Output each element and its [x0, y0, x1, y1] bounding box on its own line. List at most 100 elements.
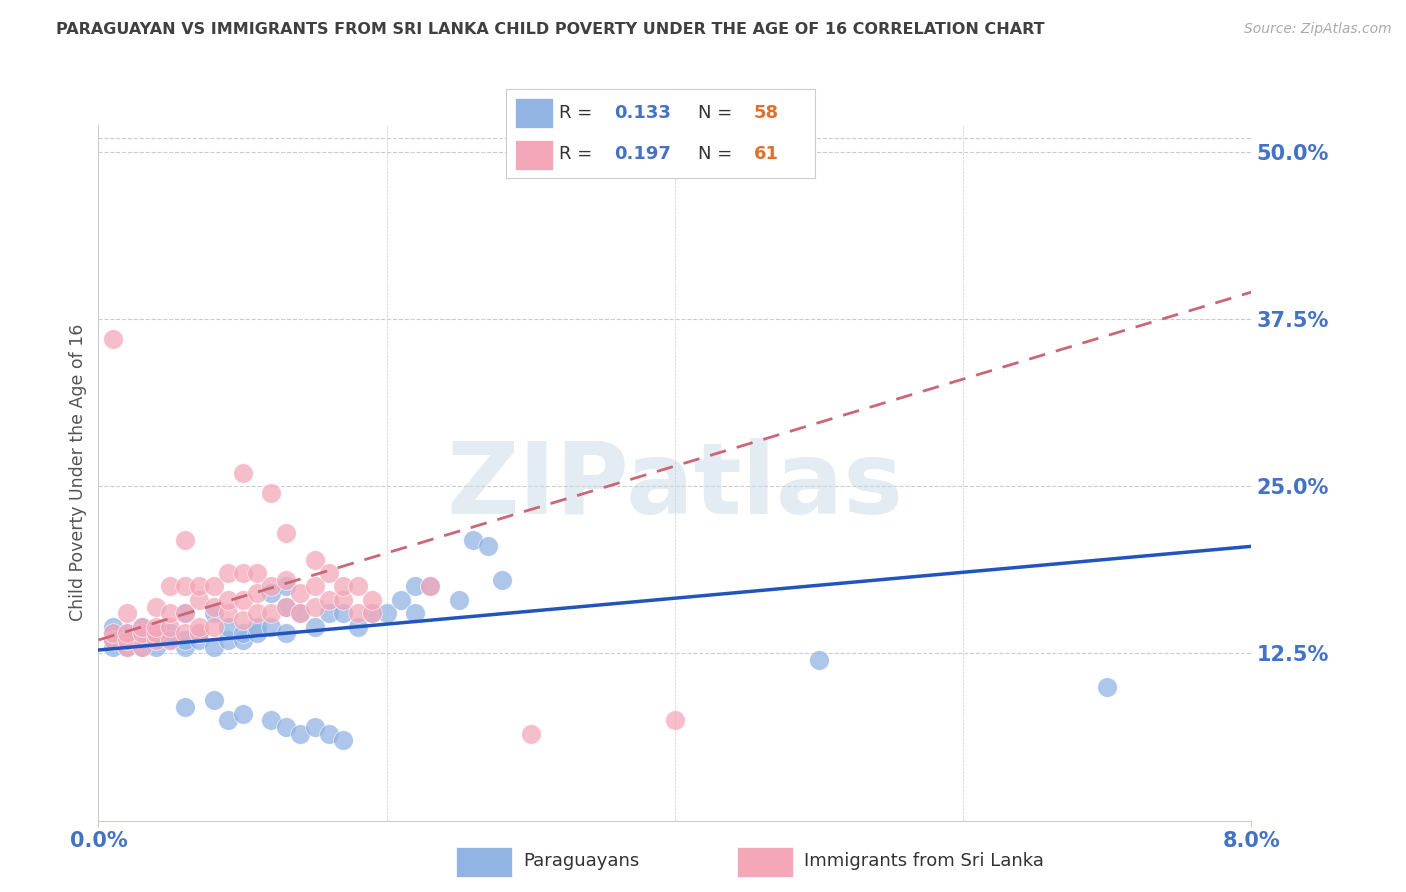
Text: ZIPatlas: ZIPatlas [447, 438, 903, 535]
Point [159, 620, 181, 634]
Point [260, 580, 283, 594]
Point [520, 726, 543, 740]
Point [332, 607, 354, 621]
Point [159, 626, 181, 640]
Point [217, 633, 239, 648]
Point [188, 592, 211, 607]
Point [188, 580, 211, 594]
Text: PARAGUAYAN VS IMMIGRANTS FROM SRI LANKA CHILD POVERTY UNDER THE AGE OF 16 CORREL: PARAGUAYAN VS IMMIGRANTS FROM SRI LANKA … [56, 22, 1045, 37]
Point [117, 640, 139, 654]
Point [101, 620, 124, 634]
Point [131, 633, 153, 648]
Point [318, 592, 340, 607]
Point [117, 633, 139, 648]
Point [174, 640, 197, 654]
Point [664, 714, 686, 728]
Point [131, 640, 153, 654]
Point [231, 613, 254, 627]
Point [117, 626, 139, 640]
Point [231, 633, 254, 648]
Point [405, 607, 427, 621]
Point [145, 626, 167, 640]
Point [419, 580, 441, 594]
FancyBboxPatch shape [516, 140, 553, 170]
Point [202, 607, 225, 621]
Point [274, 573, 297, 587]
Point [246, 626, 269, 640]
Point [361, 607, 384, 621]
Point [117, 633, 139, 648]
Text: 0.197: 0.197 [614, 145, 671, 163]
Point [174, 633, 197, 648]
Point [174, 626, 197, 640]
Point [159, 633, 181, 648]
Point [145, 633, 167, 648]
Point [332, 580, 354, 594]
Point [145, 640, 167, 654]
Point [260, 607, 283, 621]
Point [375, 607, 398, 621]
Point [274, 599, 297, 614]
Point [807, 653, 830, 667]
Point [260, 620, 283, 634]
Text: N =: N = [697, 104, 738, 122]
Point [346, 607, 368, 621]
Point [188, 633, 211, 648]
Text: Source: ZipAtlas.com: Source: ZipAtlas.com [1244, 22, 1392, 37]
Y-axis label: Child Poverty Under the Age of 16: Child Poverty Under the Age of 16 [69, 324, 87, 622]
Point [260, 586, 283, 600]
Text: 61: 61 [754, 145, 779, 163]
Point [217, 620, 239, 634]
Point [101, 626, 124, 640]
Point [231, 466, 254, 480]
Point [477, 539, 499, 553]
Point [346, 620, 368, 634]
Text: 58: 58 [754, 104, 779, 122]
Point [131, 640, 153, 654]
Point [174, 533, 197, 547]
Text: Paraguayans: Paraguayans [523, 852, 640, 870]
Point [101, 640, 124, 654]
Point [246, 586, 269, 600]
Point [188, 620, 211, 634]
Point [419, 580, 441, 594]
Point [346, 580, 368, 594]
Point [217, 714, 239, 728]
Text: N =: N = [697, 145, 738, 163]
Point [217, 592, 239, 607]
FancyBboxPatch shape [737, 847, 793, 877]
Point [202, 640, 225, 654]
Point [290, 726, 312, 740]
Point [246, 566, 269, 581]
Point [318, 607, 340, 621]
Text: R =: R = [558, 145, 598, 163]
Point [101, 626, 124, 640]
Point [290, 607, 312, 621]
Point [231, 566, 254, 581]
Point [117, 607, 139, 621]
Point [461, 533, 484, 547]
Point [246, 607, 269, 621]
Point [447, 592, 470, 607]
Point [304, 552, 326, 567]
Point [117, 626, 139, 640]
Point [260, 714, 283, 728]
Point [290, 586, 312, 600]
Point [101, 332, 124, 346]
Point [145, 599, 167, 614]
Point [274, 526, 297, 541]
Point [131, 626, 153, 640]
Point [274, 599, 297, 614]
Point [274, 626, 297, 640]
Point [274, 580, 297, 594]
Point [231, 626, 254, 640]
Point [131, 620, 153, 634]
Point [174, 607, 197, 621]
Point [389, 592, 412, 607]
Point [101, 633, 124, 648]
Text: R =: R = [558, 104, 598, 122]
Point [202, 599, 225, 614]
Point [217, 566, 239, 581]
Point [174, 699, 197, 714]
Point [361, 607, 384, 621]
